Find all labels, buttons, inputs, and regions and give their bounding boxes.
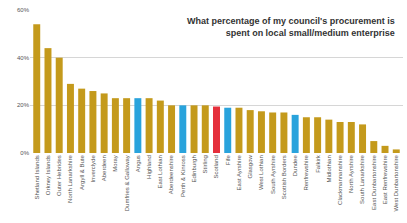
svg-text:Highland: Highland bbox=[146, 155, 152, 179]
svg-text:Inverclyde: Inverclyde bbox=[90, 155, 96, 183]
svg-text:Scottish Borders: Scottish Borders bbox=[281, 155, 287, 199]
svg-text:Shetland Islands: Shetland Islands bbox=[34, 155, 40, 199]
svg-text:Dundee: Dundee bbox=[292, 155, 298, 177]
svg-text:West Dunbartonshire: West Dunbartonshire bbox=[393, 155, 399, 212]
svg-text:Perth & Kinross: Perth & Kinross bbox=[180, 155, 186, 197]
svg-text:East Dunbartonshire: East Dunbartonshire bbox=[371, 155, 377, 210]
svg-text:Fife: Fife bbox=[225, 155, 231, 166]
svg-text:Moray: Moray bbox=[112, 155, 118, 172]
svg-text:East Lothian: East Lothian bbox=[157, 155, 163, 188]
svg-text:South Lanarkshire: South Lanarkshire bbox=[360, 155, 366, 204]
svg-text:North Lanarkshire: North Lanarkshire bbox=[67, 155, 73, 203]
svg-text:Falkirk: Falkirk bbox=[315, 154, 321, 173]
svg-text:South Ayrshire: South Ayrshire bbox=[270, 155, 276, 195]
svg-text:Dumfries & Galloway: Dumfries & Galloway bbox=[124, 155, 130, 211]
svg-text:East Ayrshire: East Ayrshire bbox=[236, 155, 242, 191]
svg-text:Midlothian: Midlothian bbox=[326, 155, 332, 182]
svg-text:Clackmannanshire: Clackmannanshire bbox=[337, 155, 343, 205]
svg-text:Argyll & Bute: Argyll & Bute bbox=[79, 155, 85, 190]
svg-text:40%: 40% bbox=[17, 55, 30, 61]
svg-text:Outer Hebrides: Outer Hebrides bbox=[56, 155, 62, 196]
svg-text:Scotland: Scotland bbox=[213, 155, 219, 178]
svg-text:West Lothian: West Lothian bbox=[258, 155, 264, 190]
svg-text:0%: 0% bbox=[20, 150, 29, 156]
svg-text:Edinburgh: Edinburgh bbox=[191, 155, 197, 182]
svg-text:60%: 60% bbox=[17, 7, 30, 13]
svg-text:Angus: Angus bbox=[135, 155, 141, 172]
svg-text:Orkney Islands: Orkney Islands bbox=[45, 155, 51, 195]
svg-text:Glasgow: Glasgow bbox=[247, 155, 253, 179]
svg-text:Stirling: Stirling bbox=[202, 155, 208, 173]
svg-text:20%: 20% bbox=[17, 102, 30, 108]
svg-text:Aberdeen: Aberdeen bbox=[101, 155, 107, 181]
svg-text:East Renfrewshire: East Renfrewshire bbox=[382, 155, 388, 205]
svg-text:Aberdeenshire: Aberdeenshire bbox=[169, 155, 175, 195]
svg-text:North Ayrshire: North Ayrshire bbox=[348, 155, 354, 194]
svg-text:What percentage of my council': What percentage of my council's procurem… bbox=[187, 16, 395, 38]
svg-text:Renfrewshire: Renfrewshire bbox=[303, 155, 309, 191]
